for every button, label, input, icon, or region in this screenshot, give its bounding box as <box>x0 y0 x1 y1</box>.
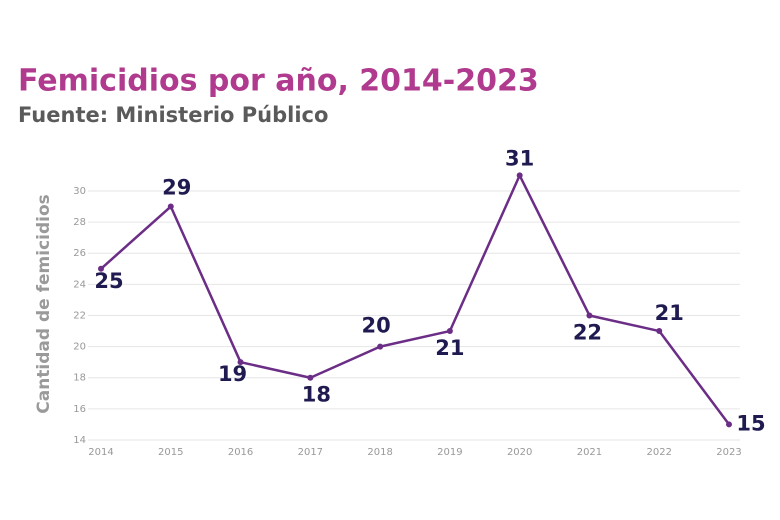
x-tick-label: 2018 <box>367 447 392 458</box>
x-tick-label: 2017 <box>298 447 323 458</box>
y-tick-label: 18 <box>73 373 86 384</box>
point <box>726 421 732 428</box>
y-tick-label: 14 <box>73 435 86 446</box>
chart-title: Femicidios por año, 2014-2023 <box>18 64 539 99</box>
y-tick-label: 20 <box>73 342 86 353</box>
data-label: 22 <box>573 320 602 344</box>
y-tick-label: 28 <box>73 217 86 228</box>
y-tick-label: 24 <box>73 279 86 290</box>
x-tick-label: 2019 <box>437 447 462 458</box>
x-tick-label: 2020 <box>507 447 532 458</box>
y-tick-label: 30 <box>73 186 86 197</box>
data-label: 31 <box>505 146 534 170</box>
x-tick-label: 2014 <box>88 447 113 458</box>
x-tick-label: 2023 <box>716 447 741 458</box>
point <box>307 374 314 381</box>
point <box>516 172 523 179</box>
point <box>586 312 593 319</box>
data-label: 20 <box>361 314 390 338</box>
point <box>656 328 663 335</box>
data-label: 25 <box>94 269 123 293</box>
point <box>237 359 244 366</box>
data-label: 29 <box>162 176 191 200</box>
y-tick-label: 22 <box>73 310 86 321</box>
point <box>377 343 384 350</box>
line <box>100 174 731 426</box>
y-axis-label: Cantidad de femicidios <box>34 194 54 414</box>
x-tick-label: 2016 <box>228 447 253 458</box>
point <box>98 265 104 272</box>
data-label: 21 <box>655 301 684 325</box>
data-label: 19 <box>218 362 247 386</box>
x-tick-label: 2015 <box>158 447 183 458</box>
x-tick-label: 2022 <box>646 447 671 458</box>
y-tick-label: 16 <box>73 404 86 415</box>
data-label: 15 <box>736 411 765 435</box>
y-tick-label: 26 <box>73 248 86 259</box>
point <box>446 328 453 335</box>
data-label: 21 <box>435 336 464 360</box>
chart-subtitle: Fuente: Ministerio Público <box>18 103 328 127</box>
data-label: 18 <box>302 383 331 407</box>
x-tick-label: 2021 <box>577 447 602 458</box>
point <box>167 203 174 210</box>
